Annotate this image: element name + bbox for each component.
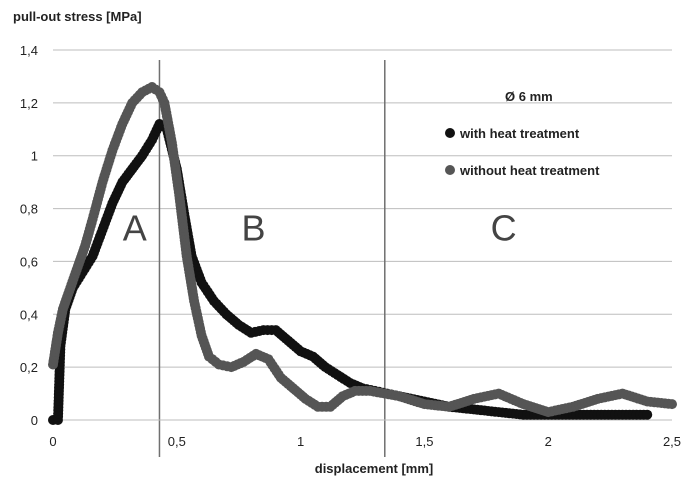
legend-marker-with-heat-treatment	[445, 128, 455, 138]
x-tick-label: 2,5	[663, 434, 681, 449]
legend-marker-without-heat-treatment	[445, 165, 455, 175]
y-tick-label: 1,4	[20, 43, 38, 58]
legend-header: Ø 6 mm	[505, 89, 553, 104]
x-tick-label: 1,5	[415, 434, 433, 449]
gridlines	[53, 49, 672, 368]
y-tick-labels: 0 0,2 0,4 0,6 0,8 1 1,2 1,4	[20, 43, 38, 428]
series-0	[48, 119, 653, 425]
series-1	[48, 82, 677, 418]
legend: Ø 6 mm with heat treatment without heat …	[445, 89, 600, 178]
y-tick-label: 0,4	[20, 307, 38, 322]
legend-label-without-heat-treatment: without heat treatment	[459, 163, 600, 178]
y-tick-label: 0	[31, 413, 38, 428]
y-tick-label: 1,2	[20, 96, 38, 111]
region-label-b: B	[242, 207, 266, 248]
x-tick-label: 1	[297, 434, 304, 449]
y-axis-title: pull-out stress [MPa]	[13, 9, 142, 24]
x-axis-title: displacement [mm]	[315, 461, 433, 476]
y-tick-label: 0,2	[20, 360, 38, 375]
y-tick-label: 0,8	[20, 202, 38, 217]
data-series	[48, 82, 677, 425]
x-tick-label: 2	[545, 434, 552, 449]
region-labels: A B C	[123, 207, 517, 248]
data-point	[642, 409, 653, 420]
y-tick-label: 1	[31, 149, 38, 164]
data-point	[667, 399, 677, 410]
legend-label-with-heat-treatment: with heat treatment	[459, 126, 580, 141]
x-tick-label: 0	[49, 434, 56, 449]
y-tick-label: 0,6	[20, 254, 38, 269]
region-label-a: A	[123, 207, 147, 248]
x-tick-label: 0,5	[168, 434, 186, 449]
region-label-c: C	[491, 207, 517, 248]
x-tick-labels: 0 0,5 1 1,5 2 2,5	[49, 434, 681, 449]
